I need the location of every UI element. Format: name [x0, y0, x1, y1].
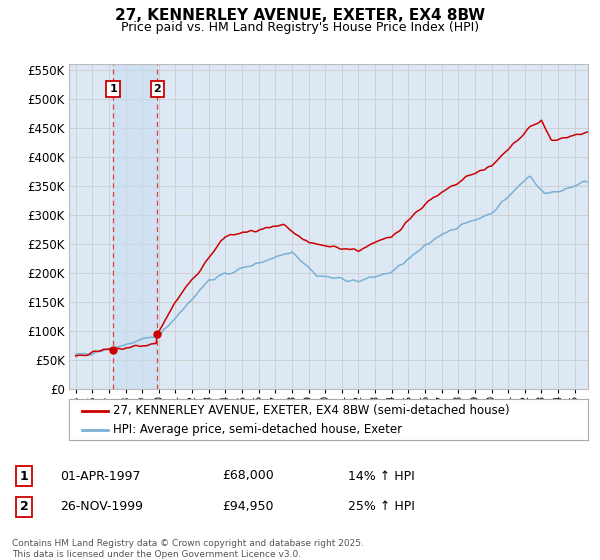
- Text: Contains HM Land Registry data © Crown copyright and database right 2025.
This d: Contains HM Land Registry data © Crown c…: [12, 539, 364, 559]
- Text: HPI: Average price, semi-detached house, Exeter: HPI: Average price, semi-detached house,…: [113, 423, 402, 436]
- Text: 27, KENNERLEY AVENUE, EXETER, EX4 8BW (semi-detached house): 27, KENNERLEY AVENUE, EXETER, EX4 8BW (s…: [113, 404, 510, 417]
- Text: 26-NOV-1999: 26-NOV-1999: [60, 500, 143, 514]
- Text: 1: 1: [20, 469, 28, 483]
- Text: 27, KENNERLEY AVENUE, EXETER, EX4 8BW: 27, KENNERLEY AVENUE, EXETER, EX4 8BW: [115, 8, 485, 24]
- Text: Price paid vs. HM Land Registry's House Price Index (HPI): Price paid vs. HM Land Registry's House …: [121, 21, 479, 34]
- Text: 01-APR-1997: 01-APR-1997: [60, 469, 140, 483]
- Text: £68,000: £68,000: [222, 469, 274, 483]
- Text: 25% ↑ HPI: 25% ↑ HPI: [348, 500, 415, 514]
- Text: £94,950: £94,950: [222, 500, 274, 514]
- Text: 2: 2: [20, 500, 28, 514]
- Bar: [113, 64, 157, 389]
- Text: 2: 2: [153, 84, 161, 94]
- Text: 14% ↑ HPI: 14% ↑ HPI: [348, 469, 415, 483]
- Text: 1: 1: [109, 84, 117, 94]
